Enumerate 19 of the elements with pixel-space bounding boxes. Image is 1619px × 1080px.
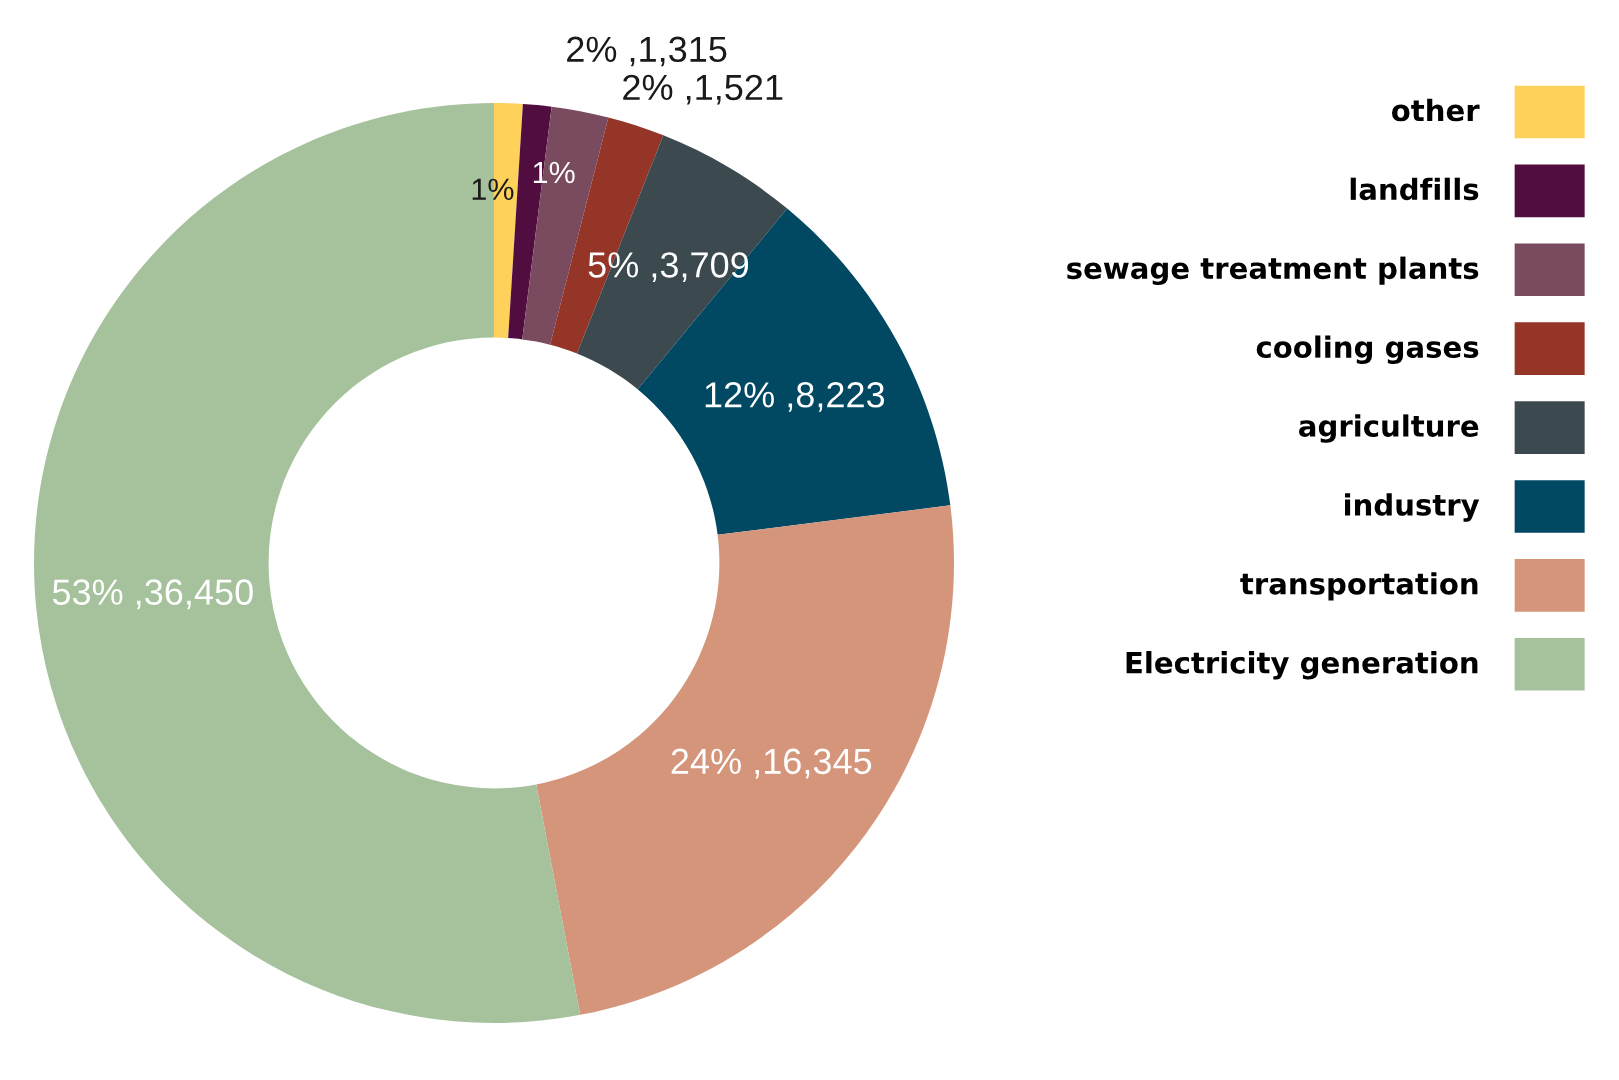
legend-label: landfills [1350,177,1479,201]
legend-label: Electricity generation [1126,651,1478,680]
data-label: 12% ,8,223 [705,382,885,412]
data-label: 24% ,16,345 [671,748,872,779]
legend-label: industry [1345,493,1480,522]
legend-label: cooling gases [1256,335,1479,364]
legend-label: sewage treatment plants [1067,256,1479,286]
legend-label: other [1392,98,1480,122]
data-label: 53% ,36,450 [52,579,253,610]
data-label: 2% ,1,521 [623,74,783,105]
donut-slice [637,208,951,535]
data-label: 2% ,1,315 [567,36,727,67]
data-label: 1% [472,178,514,201]
donut-slice [536,505,954,1015]
data-label: 1% [533,161,575,184]
donut-slice [34,103,581,1023]
legend-label: transportation [1240,572,1478,601]
legend-label: agriculture [1299,414,1479,443]
data-label: 5% ,3,709 [588,252,749,282]
